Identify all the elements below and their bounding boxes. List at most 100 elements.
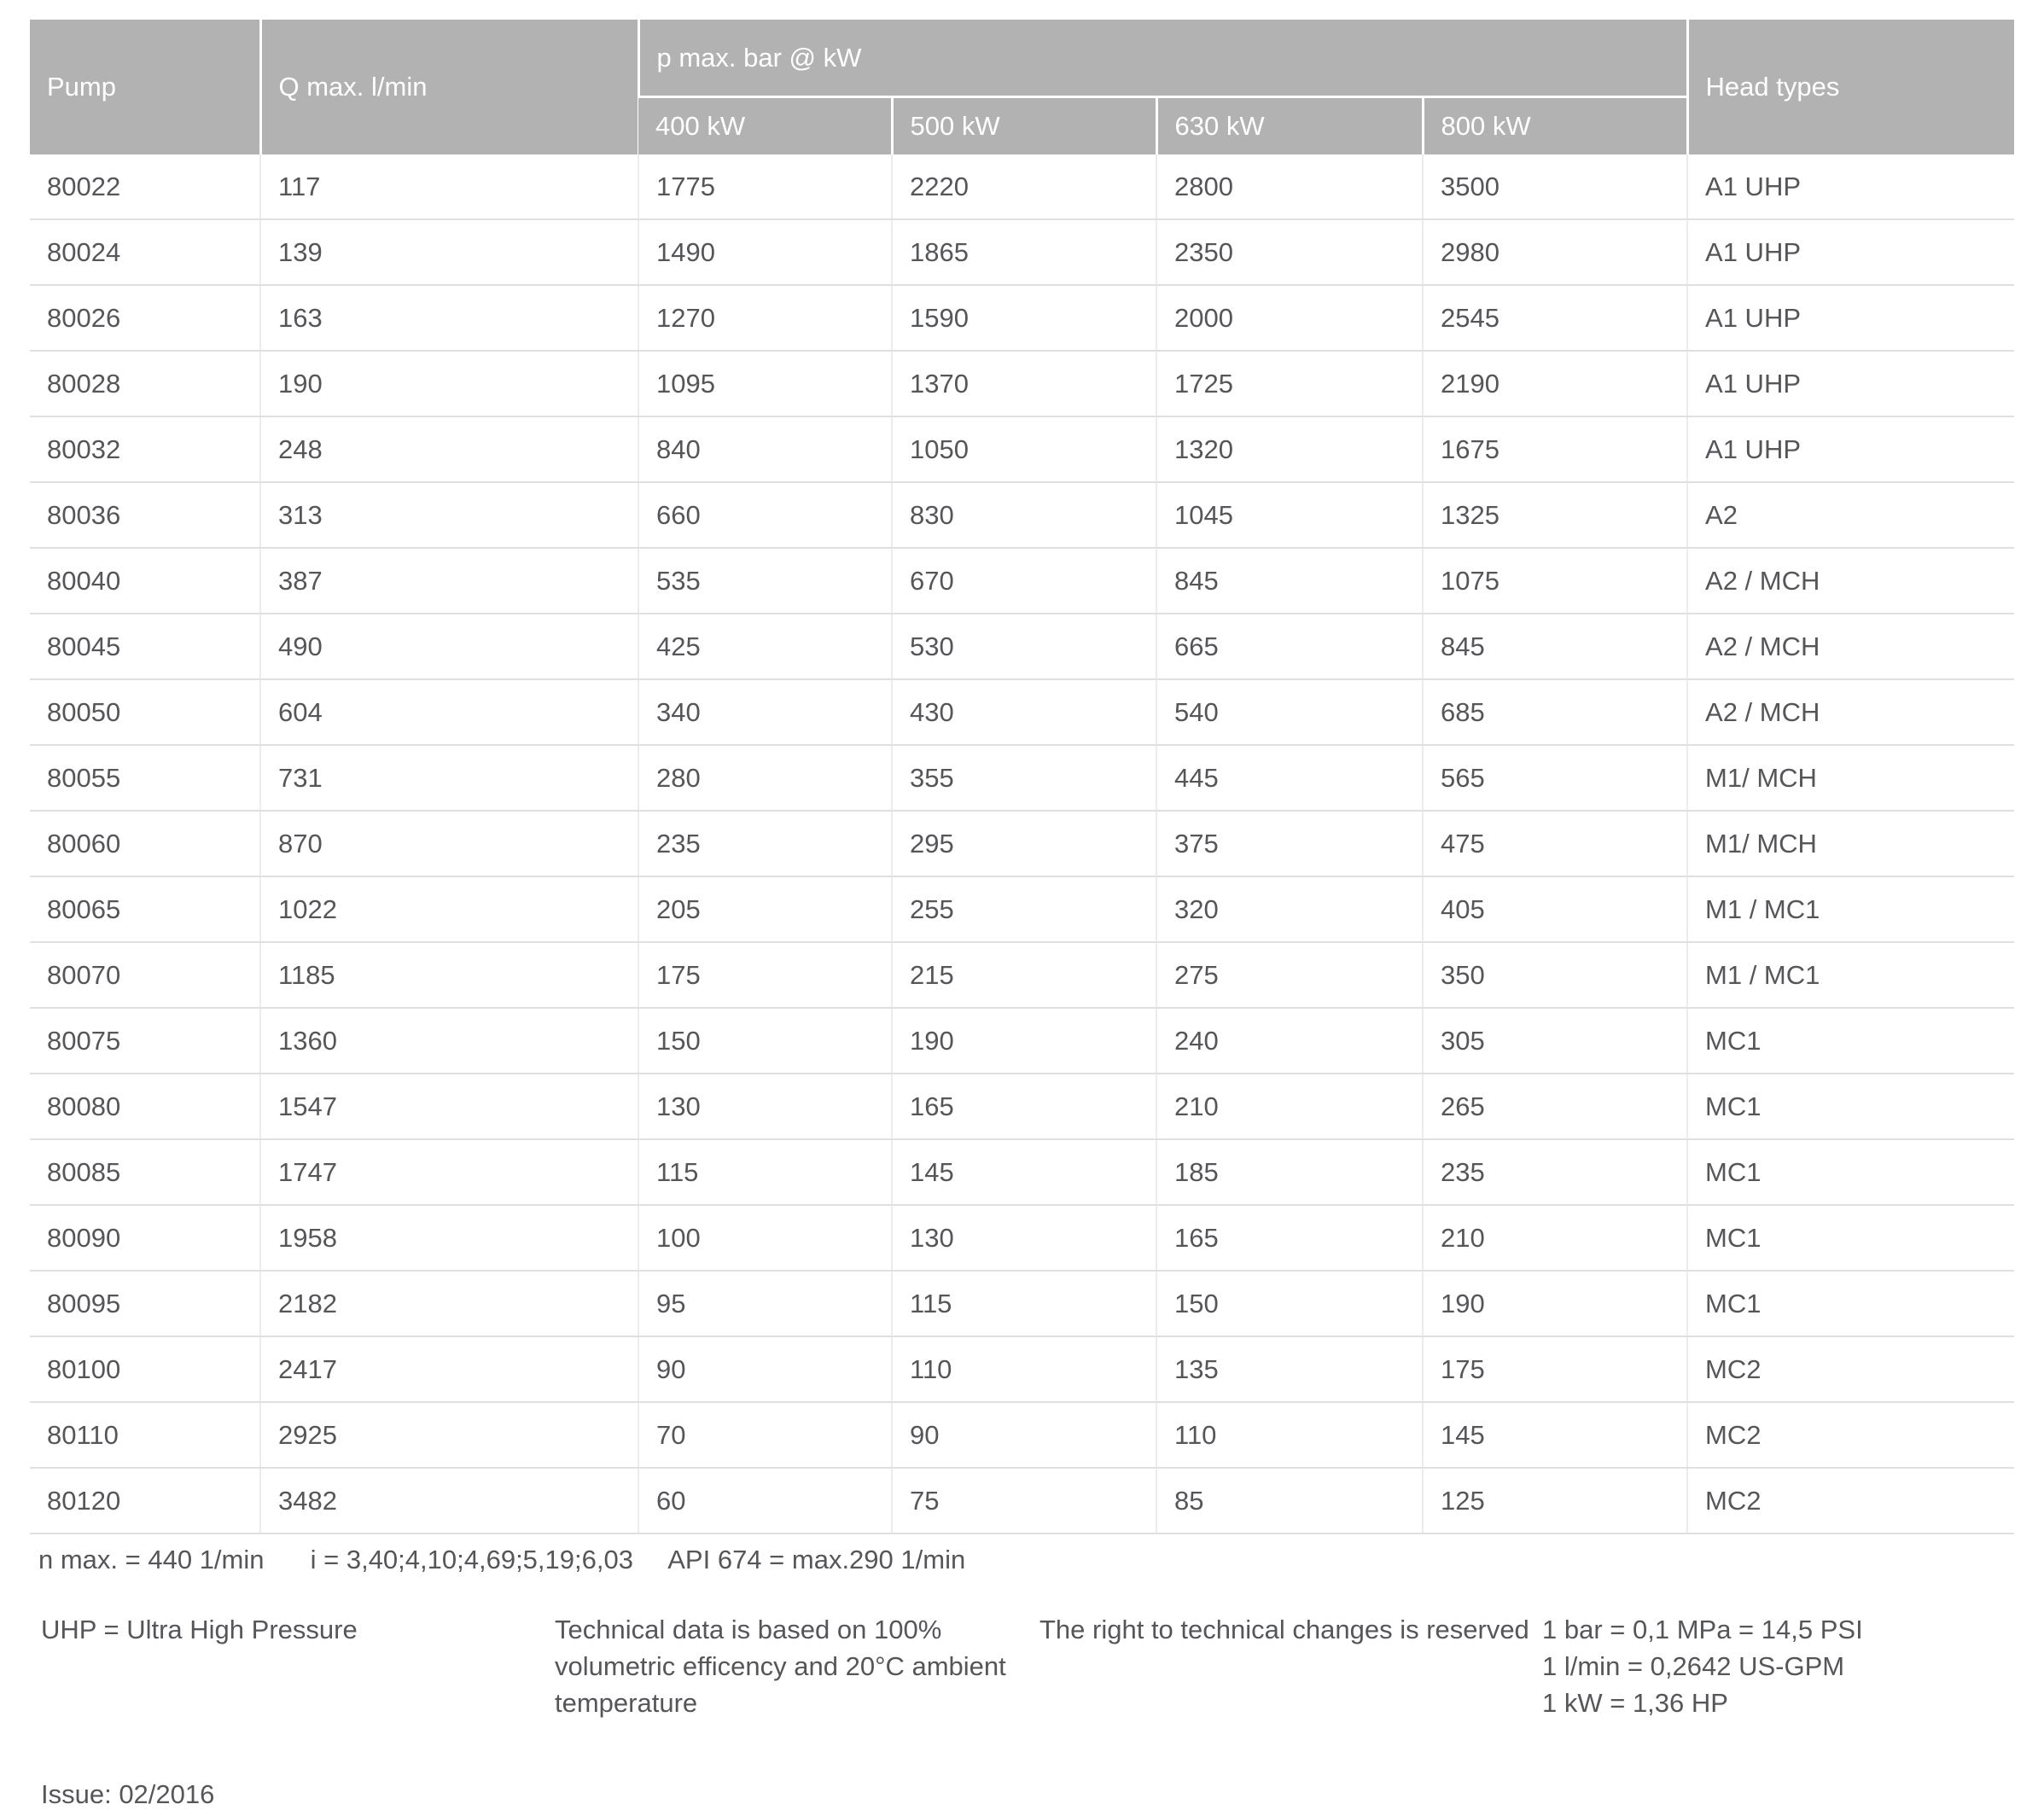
cell-kw-630: 1725 bbox=[1156, 351, 1423, 417]
col-header-500kw: 500 kW bbox=[890, 96, 1156, 154]
cell-kw-800: 190 bbox=[1421, 1271, 1688, 1337]
cell-kw-500: 355 bbox=[891, 745, 1156, 812]
cell-kw-500: 1865 bbox=[891, 219, 1156, 286]
cell-q-max: 139 bbox=[259, 219, 638, 286]
cell-head-types: MC2 bbox=[1686, 1402, 2015, 1469]
cell-head-types: A1 UHP bbox=[1686, 154, 2015, 220]
note-technical-line3: temperature bbox=[555, 1688, 698, 1718]
cell-kw-800: 305 bbox=[1421, 1008, 1688, 1074]
table-row: 80022 117 1775 2220 2800 3500 A1 UHP bbox=[30, 154, 2015, 220]
cell-kw-630: 240 bbox=[1156, 1008, 1423, 1074]
cell-kw-500: 295 bbox=[891, 811, 1156, 877]
cell-head-types: M1 / MC1 bbox=[1686, 942, 2015, 1009]
footnote-line: n max. = 440 1/min i = 3,40;4,10;4,69;5,… bbox=[30, 1545, 2014, 1575]
cell-kw-400: 175 bbox=[638, 942, 892, 1009]
cell-pump: 80060 bbox=[30, 811, 260, 877]
cell-kw-630: 110 bbox=[1156, 1402, 1423, 1469]
cell-head-types: A1 UHP bbox=[1686, 416, 2015, 483]
cell-kw-800: 265 bbox=[1421, 1074, 1688, 1140]
footnote-api: API 674 = max.290 1/min bbox=[667, 1545, 966, 1574]
cell-kw-630: 375 bbox=[1156, 811, 1423, 877]
cell-head-types: MC1 bbox=[1686, 1008, 2015, 1074]
cell-kw-400: 60 bbox=[638, 1468, 892, 1534]
conversion-lmin-gpm: 1 l/min = 0,2642 US-GPM bbox=[1542, 1651, 1845, 1681]
cell-q-max: 190 bbox=[259, 351, 638, 417]
cell-pump: 80026 bbox=[30, 285, 260, 352]
col-header-pump: Pump bbox=[30, 20, 260, 154]
cell-kw-500: 190 bbox=[891, 1008, 1156, 1074]
table-header: Pump Q max. l/min p max. bar @ kW Head t… bbox=[30, 20, 2015, 154]
cell-pump: 80050 bbox=[30, 679, 260, 746]
cell-q-max: 1958 bbox=[259, 1205, 638, 1272]
cell-kw-800: 475 bbox=[1421, 811, 1688, 877]
cell-head-types: A1 UHP bbox=[1686, 219, 2015, 286]
cell-q-max: 1022 bbox=[259, 876, 638, 943]
table-row: 80032 248 840 1050 1320 1675 A1 UHP bbox=[30, 416, 2015, 483]
table-row: 80024 139 1490 1865 2350 2980 A1 UHP bbox=[30, 219, 2015, 286]
cell-q-max: 387 bbox=[259, 548, 638, 614]
cell-kw-800: 350 bbox=[1421, 942, 1688, 1009]
cell-kw-630: 665 bbox=[1156, 614, 1423, 680]
table-row: 80090 1958 100 130 165 210 MC1 bbox=[30, 1205, 2015, 1272]
footnote-n-max: n max. = 440 1/min bbox=[38, 1545, 265, 1574]
cell-kw-800: 145 bbox=[1421, 1402, 1688, 1469]
cell-kw-400: 95 bbox=[638, 1271, 892, 1337]
cell-q-max: 117 bbox=[259, 154, 638, 220]
note-rights: The right to technical changes is reserv… bbox=[1039, 1615, 1529, 1644]
cell-kw-400: 1490 bbox=[638, 219, 892, 286]
table-row: 80080 1547 130 165 210 265 MC1 bbox=[30, 1074, 2015, 1140]
cell-pump: 80024 bbox=[30, 219, 260, 286]
cell-kw-400: 90 bbox=[638, 1336, 892, 1403]
col-header-630kw: 630 kW bbox=[1155, 96, 1423, 154]
cell-kw-400: 535 bbox=[638, 548, 892, 614]
cell-head-types: MC1 bbox=[1686, 1074, 2015, 1140]
table-row: 80055 731 280 355 445 565 M1/ MCH bbox=[30, 745, 2015, 812]
cell-pump: 80075 bbox=[30, 1008, 260, 1074]
note-conversions: 1 bar = 0,1 MPa = 14,5 PSI 1 l/min = 0,2… bbox=[1542, 1611, 2014, 1721]
table-row: 80070 1185 175 215 275 350 M1 / MC1 bbox=[30, 942, 2015, 1009]
cell-kw-800: 125 bbox=[1421, 1468, 1688, 1534]
cell-q-max: 248 bbox=[259, 416, 638, 483]
cell-head-types: MC1 bbox=[1686, 1205, 2015, 1272]
cell-kw-400: 1095 bbox=[638, 351, 892, 417]
cell-q-max: 313 bbox=[259, 482, 638, 549]
cell-q-max: 163 bbox=[259, 285, 638, 352]
table-row: 80050 604 340 430 540 685 A2 / MCH bbox=[30, 679, 2015, 746]
cell-kw-400: 70 bbox=[638, 1402, 892, 1469]
cell-pump: 80036 bbox=[30, 482, 260, 549]
cell-kw-800: 1675 bbox=[1421, 416, 1688, 483]
col-header-800kw: 800 kW bbox=[1421, 96, 1688, 154]
cell-pump: 80065 bbox=[30, 876, 260, 943]
cell-head-types: MC2 bbox=[1686, 1336, 2015, 1403]
cell-kw-400: 130 bbox=[638, 1074, 892, 1140]
cell-pump: 80040 bbox=[30, 548, 260, 614]
cell-kw-500: 430 bbox=[891, 679, 1156, 746]
conversion-bar-psi: 1 bar = 0,1 MPa = 14,5 PSI bbox=[1542, 1615, 1863, 1644]
table-row: 80040 387 535 670 845 1075 A2 / MCH bbox=[30, 548, 2015, 614]
table-row: 80065 1022 205 255 320 405 M1 / MC1 bbox=[30, 876, 2015, 943]
footnote-ratios: i = 3,40;4,10;4,69;5,19;6,03 bbox=[310, 1545, 633, 1574]
table-row: 80120 3482 60 75 85 125 MC2 bbox=[30, 1468, 2015, 1534]
cell-kw-500: 90 bbox=[891, 1402, 1156, 1469]
cell-kw-500: 110 bbox=[891, 1336, 1156, 1403]
cell-kw-500: 670 bbox=[891, 548, 1156, 614]
cell-kw-800: 1075 bbox=[1421, 548, 1688, 614]
cell-kw-400: 840 bbox=[638, 416, 892, 483]
table-row: 80075 1360 150 190 240 305 MC1 bbox=[30, 1008, 2015, 1074]
cell-kw-400: 1775 bbox=[638, 154, 892, 220]
cell-q-max: 2182 bbox=[259, 1271, 638, 1337]
cell-pump: 80090 bbox=[30, 1205, 260, 1272]
cell-kw-630: 2000 bbox=[1156, 285, 1423, 352]
table-row: 80028 190 1095 1370 1725 2190 A1 UHP bbox=[30, 351, 2015, 417]
issue-label: Issue: 02/2016 bbox=[41, 1779, 215, 1809]
cell-kw-500: 830 bbox=[891, 482, 1156, 549]
cell-kw-630: 1045 bbox=[1156, 482, 1423, 549]
cell-pump: 80095 bbox=[30, 1271, 260, 1337]
note-technical-line2: volumetric efficency and 20°C ambient bbox=[555, 1651, 1006, 1681]
cell-kw-400: 340 bbox=[638, 679, 892, 746]
cell-kw-800: 2190 bbox=[1421, 351, 1688, 417]
note-technical-line1: Technical data is based on 100% bbox=[555, 1615, 942, 1644]
cell-q-max: 1360 bbox=[259, 1008, 638, 1074]
col-header-400kw: 400 kW bbox=[638, 96, 892, 154]
cell-kw-500: 2220 bbox=[891, 154, 1156, 220]
